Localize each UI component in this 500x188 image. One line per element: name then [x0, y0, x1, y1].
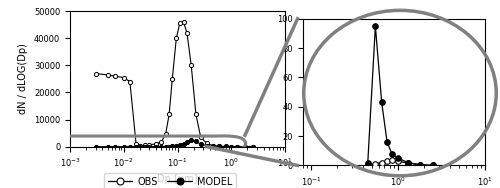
X-axis label: Dp [μm]: Dp [μm]	[158, 174, 198, 184]
Legend: OBS, MODEL: OBS, MODEL	[104, 173, 236, 188]
Y-axis label: dN / dLOG(Dp): dN / dLOG(Dp)	[18, 44, 28, 114]
